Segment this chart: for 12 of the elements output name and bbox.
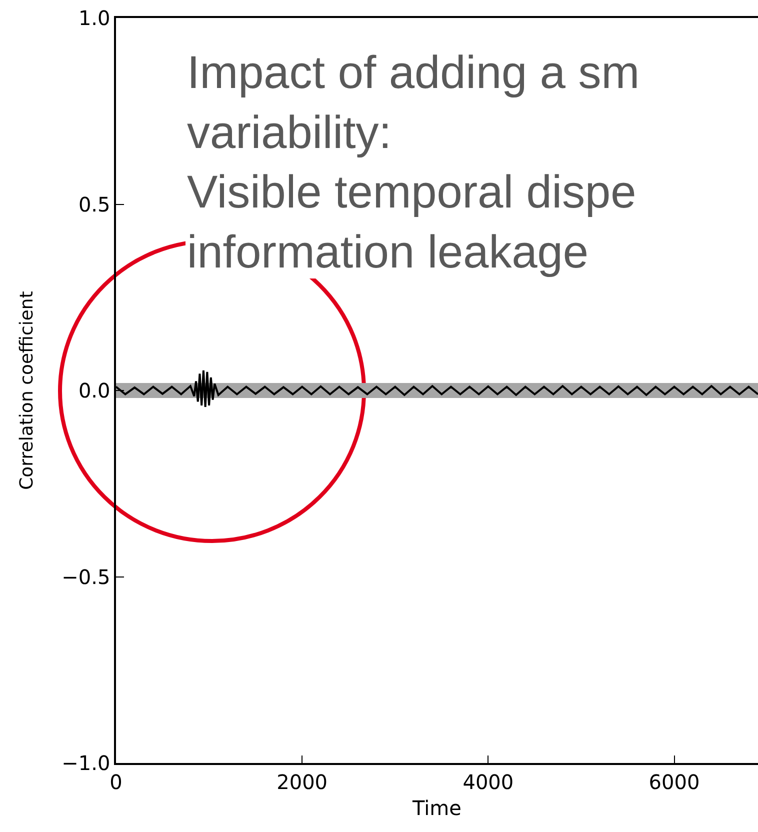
y-axis-title: Correlation coefficient <box>16 291 38 490</box>
x-tick-label: 2000 <box>276 770 328 794</box>
annotation: Impact of adding a sm variability: Visible temporal dispe information leakage <box>187 46 640 278</box>
x-tick-label: 6000 <box>648 770 700 794</box>
y-tick-label: −0.5 <box>62 564 110 589</box>
x-tick-label: 0 <box>110 770 122 794</box>
y-tick-label: 0.5 <box>78 192 110 216</box>
x-axis-title: Time <box>412 796 462 820</box>
y-tick-label: −1.0 <box>62 751 110 775</box>
y-tick-label: 1.0 <box>78 6 110 30</box>
x-tick-label: 4000 <box>462 770 514 794</box>
y-tick-label: 0.0 <box>78 378 110 402</box>
